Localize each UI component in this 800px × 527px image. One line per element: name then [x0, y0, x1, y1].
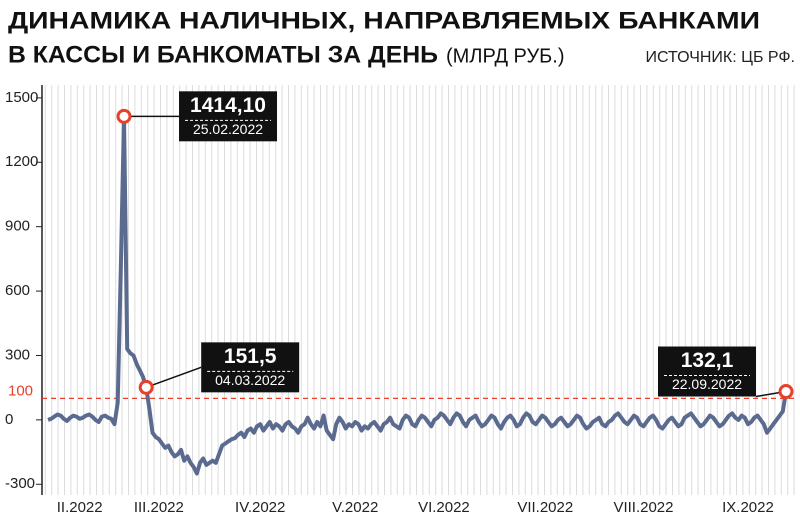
x-tick-label: V.2022 — [332, 499, 378, 516]
annotation-box — [179, 91, 278, 142]
unit: (МЛРД РУБ.) — [446, 45, 565, 67]
annotation-value: 151,5 — [224, 345, 277, 368]
y-tick-label: 900 — [5, 218, 30, 235]
annotation-date: 25.02.2022 — [193, 121, 263, 137]
y-tick-label: 0 — [5, 411, 13, 428]
annotation-value: 132,1 — [681, 349, 734, 372]
plot-background — [42, 85, 797, 495]
y-tick-label: 600 — [5, 282, 30, 299]
x-tick-label: VI.2022 — [418, 499, 470, 516]
line — [47, 114, 788, 476]
x-tick-label: IV.2022 — [235, 499, 285, 516]
x-tick-label: VII.2022 — [517, 499, 573, 516]
y-tick-label: 300 — [5, 346, 30, 363]
annotation-leader — [145, 366, 202, 389]
x-tick-label: II.2022 — [57, 499, 103, 516]
annotation-date: 04.03.2022 — [215, 372, 285, 388]
source: ИСТОЧНИК: ЦБ РФ. — [646, 49, 795, 66]
annotation-box — [201, 342, 300, 393]
highlight-marker — [116, 108, 132, 124]
y-tick-label: 1500 — [5, 89, 38, 106]
x-tick-label: III.2022 — [134, 499, 184, 516]
title-line: ДИНАМИКА НАЛИЧНЫХ, НАПРАВЛЯЕМЫХ БАНКАМИ — [8, 7, 760, 34]
y-tick-label: -300 — [5, 475, 35, 492]
x-tick-label: VIII.2022 — [613, 499, 673, 516]
x-tick-label: IX.2022 — [722, 499, 774, 516]
annotation-value: 1414,10 — [190, 94, 266, 117]
highlight-marker — [778, 384, 794, 400]
reference-label: 100 — [8, 382, 33, 399]
highlight-marker — [138, 379, 154, 395]
y-tick-label: 1200 — [5, 153, 38, 170]
title-line: В КАССЫ И БАНКОМАТЫ ЗА ДЕНЬ — [8, 41, 438, 68]
annotation-box — [658, 346, 756, 397]
annotation-date: 22.09.2022 — [672, 376, 742, 392]
